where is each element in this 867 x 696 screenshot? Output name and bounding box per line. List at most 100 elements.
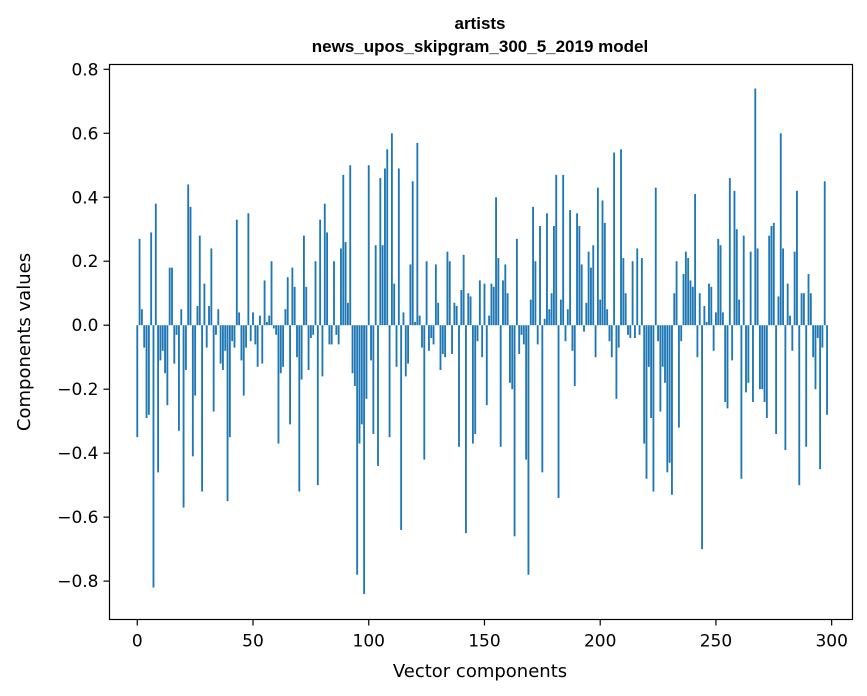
bar-66: [289, 325, 291, 425]
bar-65: [286, 277, 289, 326]
bar-55: [263, 280, 266, 326]
bar-234: [677, 325, 680, 428]
bar-18: [178, 325, 180, 431]
bar-79: [319, 219, 322, 326]
bar-278: [779, 133, 782, 326]
bar-237: [684, 251, 687, 326]
bar-266: [752, 325, 754, 402]
bar-280: [784, 325, 787, 450]
bar-210: [622, 258, 625, 326]
bar-113: [397, 168, 400, 326]
bar-162: [511, 325, 514, 390]
bar-179: [550, 293, 553, 326]
bar-194: [585, 302, 588, 326]
bar-22: [187, 184, 190, 326]
bar-111: [393, 283, 396, 326]
bar-95: [356, 325, 359, 575]
bar-133: [444, 325, 447, 358]
bar-61: [277, 325, 280, 444]
bar-12: [164, 325, 166, 374]
bar-15: [171, 267, 173, 326]
bar-108: [386, 149, 389, 326]
chart-title-line-1: artists: [454, 14, 505, 33]
bar-186: [566, 309, 569, 326]
bar-289: [805, 325, 808, 447]
bar-183: [559, 299, 562, 326]
bar-221: [647, 325, 650, 367]
bar-255: [726, 325, 729, 409]
bar-151: [485, 325, 488, 406]
bar-0: [136, 325, 139, 438]
bar-150: [483, 283, 486, 326]
bar-172: [534, 261, 537, 326]
y-tick-label: 0.6: [71, 124, 98, 144]
bar-76: [312, 325, 315, 335]
bar-43: [235, 219, 238, 326]
bar-129: [434, 264, 437, 326]
bar-58: [270, 261, 273, 326]
bar-102: [372, 325, 375, 434]
bar-136: [451, 325, 453, 354]
bar-89: [342, 174, 345, 326]
bar-211: [624, 293, 627, 326]
bar-182: [557, 325, 560, 498]
bar-119: [411, 181, 414, 326]
bar-166: [520, 325, 523, 335]
x-tick-label: 100: [353, 632, 385, 652]
bar-226: [659, 325, 662, 412]
bar-253: [721, 312, 724, 326]
bar-17: [175, 325, 178, 335]
bar-11: [161, 325, 164, 351]
bar-110: [390, 133, 393, 326]
bar-7: [152, 325, 155, 588]
bar-158: [502, 280, 504, 326]
bar-14: [168, 267, 171, 326]
bar-202: [603, 222, 606, 326]
bar-293: [814, 325, 817, 390]
bar-284: [793, 251, 796, 326]
bar-13: [166, 325, 169, 406]
bar-195: [587, 251, 590, 326]
bar-270: [761, 325, 764, 390]
bar-288: [802, 293, 805, 326]
bar-258: [733, 190, 736, 326]
bar-290: [807, 274, 810, 326]
bar-236: [682, 274, 685, 326]
bar-167: [522, 325, 525, 345]
bar-32: [210, 248, 213, 326]
bar-125: [425, 261, 428, 326]
bar-34: [215, 325, 217, 335]
bar-75: [309, 325, 312, 339]
bar-90: [344, 242, 347, 326]
bar-260: [738, 299, 741, 326]
y-tick-label: 0.0: [71, 316, 98, 336]
bar-200: [599, 299, 602, 326]
bar-250: [715, 312, 717, 326]
bar-267: [754, 88, 757, 326]
bar-33: [212, 325, 215, 412]
bar-165: [518, 325, 521, 354]
bar-67: [291, 267, 294, 326]
bar-107: [384, 168, 386, 326]
bar-132: [441, 325, 444, 354]
bar-146: [474, 325, 477, 434]
bar-29: [203, 283, 206, 326]
bar-228: [664, 325, 666, 383]
bar-285: [796, 190, 798, 326]
x-tick-label: 200: [584, 632, 616, 652]
bar-96: [358, 325, 361, 444]
bar-251: [717, 238, 720, 326]
bar-38: [224, 325, 227, 351]
bar-114: [400, 325, 403, 530]
bar-106: [381, 245, 384, 326]
bar-92: [349, 165, 352, 326]
bar-263: [745, 325, 747, 393]
bar-171: [532, 206, 534, 326]
bar-47: [245, 325, 247, 348]
bar-45: [240, 325, 243, 361]
y-tick-label: −0.4: [57, 444, 98, 464]
bar-137: [453, 302, 456, 326]
bar-128: [432, 325, 435, 345]
bar-193: [583, 325, 585, 332]
